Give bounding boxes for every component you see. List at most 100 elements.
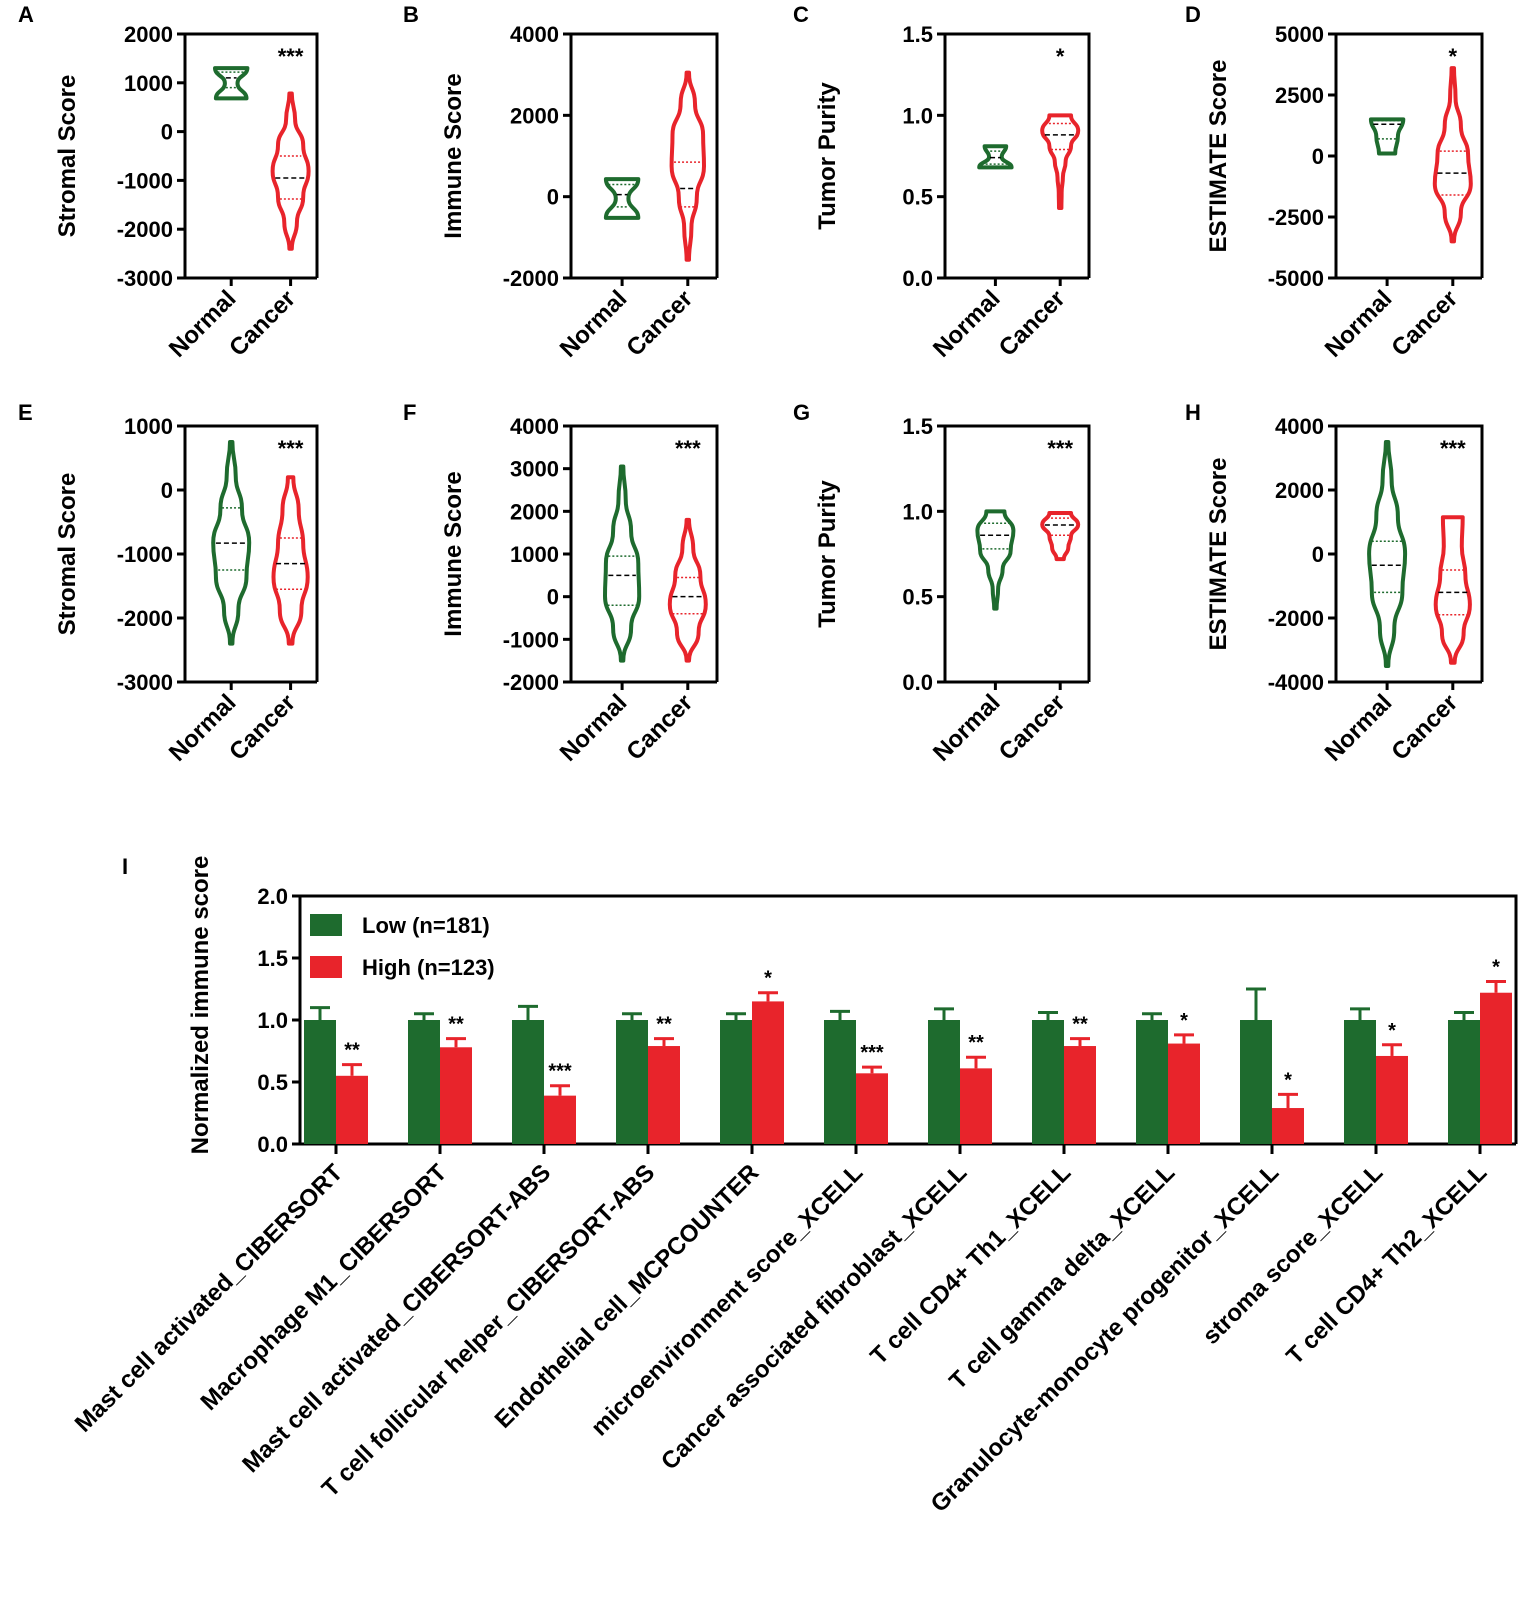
y-tick-label: 4000 bbox=[510, 22, 559, 47]
y-tick-label: -3000 bbox=[117, 266, 173, 291]
y-tick-label: 0.0 bbox=[257, 1132, 288, 1157]
significance-marker: *** bbox=[278, 44, 304, 69]
x-tick-label: Normal bbox=[1320, 689, 1398, 767]
y-axis-label: Immune Score bbox=[440, 471, 467, 636]
panel-E: E 1000 0 -1000 -2000 -3000 Stromal Score Normal… bbox=[18, 400, 319, 767]
bar-high bbox=[1168, 1043, 1200, 1144]
significance-marker: * bbox=[1284, 1069, 1292, 1091]
x-tick-label: Cancer bbox=[1386, 285, 1463, 362]
y-tick-label: 1000 bbox=[124, 414, 173, 439]
y-tick-label: -2000 bbox=[117, 217, 173, 242]
x-tick-label: Normal bbox=[928, 689, 1006, 767]
y-axis-label: Normalized immune score bbox=[187, 856, 214, 1155]
x-tick-label: Normal bbox=[164, 285, 242, 363]
bar-low bbox=[824, 1020, 856, 1144]
y-tick-label: -1000 bbox=[117, 542, 173, 567]
x-tick-label: T cell CD4+ Th1_XCELL bbox=[865, 1159, 1076, 1370]
violin-normal bbox=[211, 440, 252, 646]
bar-low bbox=[928, 1020, 960, 1144]
panel-label: B bbox=[403, 2, 419, 27]
bar-low bbox=[1344, 1020, 1376, 1144]
significance-marker: ** bbox=[1072, 1014, 1088, 1036]
panel-label: F bbox=[403, 400, 416, 425]
x-tick-label: Cancer bbox=[224, 285, 301, 362]
bar-low bbox=[720, 1020, 752, 1144]
bar-high bbox=[1064, 1046, 1096, 1144]
y-tick-label: -2000 bbox=[1268, 606, 1324, 631]
y-tick-label: 0 bbox=[1312, 144, 1324, 169]
significance-marker: ** bbox=[344, 1040, 360, 1062]
x-tick-label: Normal bbox=[555, 689, 633, 767]
x-tick-label: Cancer bbox=[621, 285, 698, 362]
bar-high bbox=[1272, 1108, 1304, 1144]
y-tick-label: 0 bbox=[161, 478, 173, 503]
violin-cancer bbox=[271, 475, 310, 646]
y-tick-label: 2500 bbox=[1275, 83, 1324, 108]
y-tick-label: 1.5 bbox=[902, 414, 933, 439]
y-axis-label: Immune Score bbox=[440, 73, 467, 238]
violin-cancer bbox=[270, 91, 311, 251]
y-axis-label: ESTIMATE Score bbox=[1205, 60, 1232, 253]
bar-low bbox=[304, 1020, 336, 1144]
y-tick-label: 2000 bbox=[510, 103, 559, 128]
bar-high bbox=[1480, 992, 1512, 1144]
panel-D: D 5000 2500 0 -2500 -5000 ESTIMATE Score Normal… bbox=[1185, 2, 1484, 363]
y-tick-label: 5000 bbox=[1275, 22, 1324, 47]
y-tick-label: -2000 bbox=[503, 266, 559, 291]
y-tick-label: 1000 bbox=[510, 542, 559, 567]
y-tick-label: 0.5 bbox=[902, 585, 933, 610]
panel-label: H bbox=[1185, 400, 1201, 425]
bar-high bbox=[752, 1001, 784, 1144]
significance-marker: ** bbox=[448, 1014, 464, 1036]
y-tick-label: 1000 bbox=[124, 71, 173, 96]
panel-A: A 2000 1000 0 -1000 -2000 -3000 Stromal Score No… bbox=[18, 2, 319, 363]
bar-high bbox=[1376, 1055, 1408, 1144]
y-tick-label: 2000 bbox=[510, 499, 559, 524]
y-tick-label: 3000 bbox=[510, 457, 559, 482]
y-tick-label: -2000 bbox=[117, 606, 173, 631]
significance-marker: * bbox=[1449, 44, 1458, 69]
y-tick-label: 1.5 bbox=[257, 946, 288, 971]
violin-cancer bbox=[1040, 113, 1081, 211]
y-tick-label: 1.5 bbox=[902, 22, 933, 47]
bar-high bbox=[856, 1073, 888, 1144]
y-tick-label: 1.0 bbox=[257, 1008, 288, 1033]
panel-label: E bbox=[18, 400, 33, 425]
panel-H: H 4000 2000 0 -2000 -4000 ESTIMATE Score Normal… bbox=[1185, 400, 1484, 767]
x-tick-label: T cell gamma delta_XCELL bbox=[944, 1159, 1180, 1395]
violin-normal bbox=[975, 509, 1016, 611]
y-tick-label: -1000 bbox=[117, 168, 173, 193]
violin-normal bbox=[977, 144, 1014, 170]
panel-label: D bbox=[1185, 2, 1201, 27]
x-tick-label: Normal bbox=[928, 285, 1006, 363]
x-tick-label: Cancer bbox=[621, 689, 698, 766]
violin-cancer bbox=[1432, 66, 1473, 244]
panel-label: I bbox=[122, 854, 128, 879]
y-tick-label: 1.0 bbox=[902, 103, 933, 128]
bar-low bbox=[1240, 1020, 1272, 1144]
y-tick-label: 0.5 bbox=[257, 1070, 288, 1095]
bar-low bbox=[408, 1020, 440, 1144]
y-tick-label: 4000 bbox=[510, 414, 559, 439]
significance-marker: *** bbox=[548, 1061, 572, 1083]
significance-marker: * bbox=[1492, 957, 1500, 979]
y-axis-label: Stromal Score bbox=[54, 75, 81, 238]
bar-high bbox=[544, 1095, 576, 1144]
y-tick-label: 0.0 bbox=[902, 670, 933, 695]
panel-F: F 4000 3000 2000 1000 0 -1000 -2000 Immune Score… bbox=[403, 400, 719, 767]
y-tick-label: 0 bbox=[547, 185, 559, 210]
significance-marker: ** bbox=[656, 1014, 672, 1036]
x-tick-label: Cancer bbox=[994, 689, 1071, 766]
bar-low bbox=[616, 1020, 648, 1144]
significance-marker: ** bbox=[968, 1032, 984, 1054]
violin-cancer bbox=[667, 517, 708, 663]
y-tick-label: 1.0 bbox=[902, 499, 933, 524]
bar-high bbox=[960, 1068, 992, 1144]
legend-label: Low (n=181) bbox=[362, 913, 490, 938]
violin-normal bbox=[1368, 117, 1406, 156]
y-tick-label: -3000 bbox=[117, 670, 173, 695]
x-tick-label: Granulocyte-monocyte progenitor_XCELL bbox=[926, 1159, 1285, 1518]
bar-low bbox=[512, 1020, 544, 1144]
